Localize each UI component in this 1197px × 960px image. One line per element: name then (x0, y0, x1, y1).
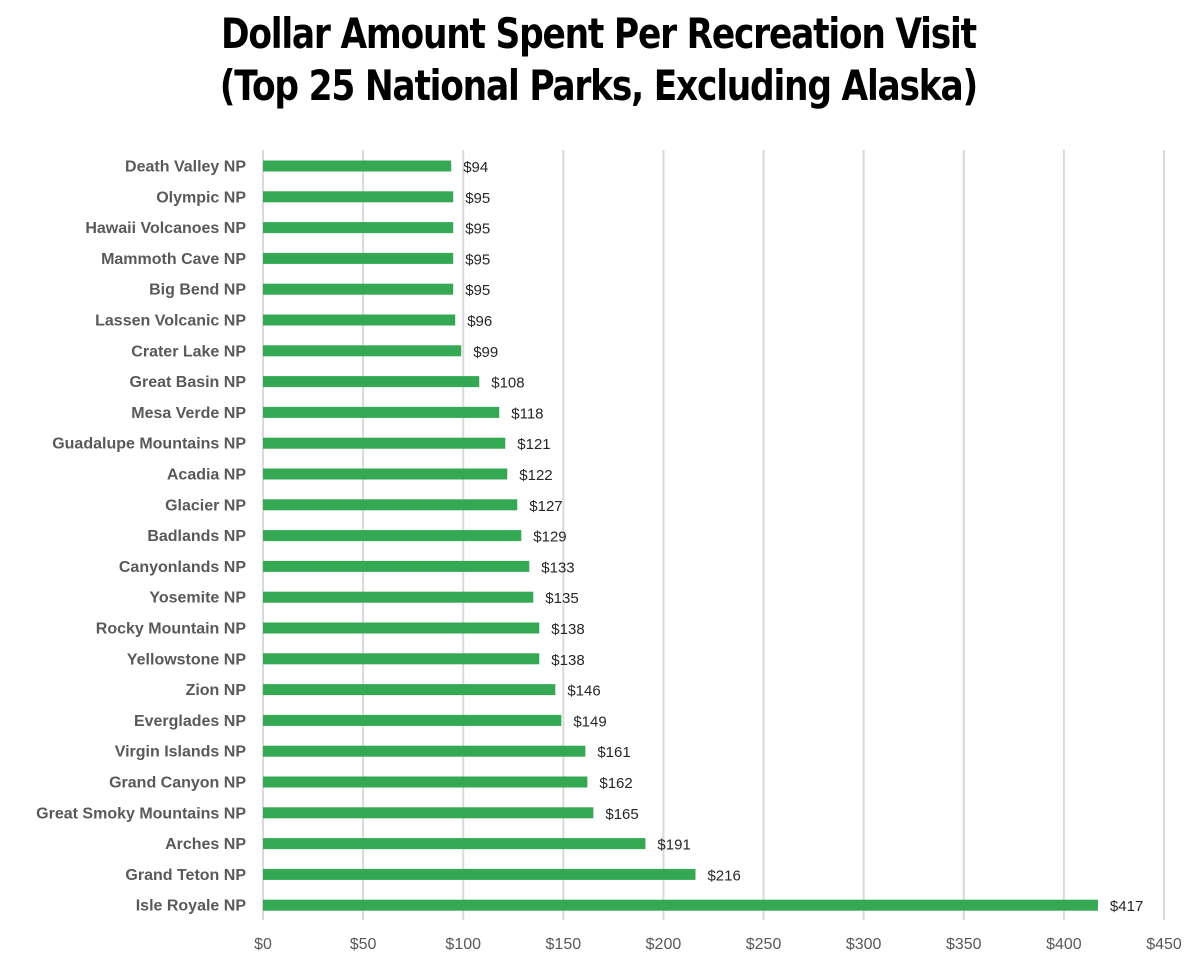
category-label: Arches NP (165, 836, 246, 853)
data-label: $191 (657, 837, 690, 854)
bar (263, 622, 540, 634)
data-label: $118 (511, 405, 543, 422)
bar (263, 468, 508, 480)
x-tick-label: $0 (254, 936, 272, 953)
bar (263, 684, 556, 696)
category-label: Yosemite NP (149, 590, 246, 607)
data-label: $95 (465, 190, 490, 207)
category-label: Yellowstone NP (127, 651, 246, 668)
chart-subtitle: (Top 25 National Parks, Excluding Alaska… (219, 61, 978, 110)
category-label: Crater Lake NP (131, 343, 246, 360)
category-label: Virgin Islands NP (115, 744, 247, 761)
category-label: Lassen Volcanic NP (95, 313, 246, 330)
data-label: $95 (465, 282, 490, 299)
category-label: Mesa Verde NP (131, 405, 246, 422)
category-label: Big Bend NP (149, 282, 246, 299)
category-label: Glacier NP (165, 497, 246, 514)
data-label: $96 (467, 313, 492, 330)
data-label: $129 (533, 529, 566, 546)
bar (263, 899, 1098, 911)
category-label: Hawaii Volcanoes NP (85, 220, 246, 237)
bars (263, 160, 1098, 911)
data-label: $95 (465, 251, 490, 268)
bar (263, 714, 562, 726)
bar (263, 406, 500, 418)
bar (263, 314, 456, 326)
data-label: $135 (545, 590, 578, 607)
bar (263, 160, 452, 172)
category-label: Great Basin NP (130, 374, 247, 391)
data-label: $138 (551, 621, 584, 638)
x-tick-label: $450 (1146, 936, 1182, 953)
bar (263, 530, 522, 542)
x-tick-label: $400 (1046, 936, 1082, 953)
data-labels: $94 $95 $95 $95 $95 $96 $99 $108 $118 $121 $122 $12… (463, 159, 1143, 915)
data-label: $149 (573, 713, 606, 730)
bar (263, 838, 646, 850)
bar (263, 776, 588, 788)
data-label: $108 (491, 375, 524, 392)
category-labels: Death Valley NP Olympic NP Hawaii Volcanoe… (36, 159, 246, 915)
category-label: Everglades NP (134, 713, 246, 730)
data-label: $121 (517, 436, 550, 453)
bar (263, 868, 696, 880)
category-label: Isle Royale NP (136, 898, 247, 915)
data-label: $146 (567, 683, 600, 700)
data-label: $216 (707, 867, 740, 884)
data-label: $122 (519, 467, 552, 484)
data-label: $161 (597, 744, 630, 761)
data-label: $165 (605, 806, 638, 823)
bar (263, 560, 530, 572)
data-label: $133 (541, 559, 574, 576)
x-axis-ticks: $0 $50 $100 $150 $200 $250 $300 $350 $400 $450 (254, 936, 1182, 953)
x-tick-label: $50 (350, 936, 377, 953)
category-label: Rocky Mountain NP (96, 621, 247, 638)
bar (263, 252, 454, 264)
bar (263, 222, 454, 234)
x-tick-label: $150 (546, 936, 582, 953)
category-label: Zion NP (186, 682, 247, 699)
bar (263, 437, 506, 449)
x-tick-label: $350 (946, 936, 982, 953)
bar (263, 283, 454, 295)
bar (263, 345, 462, 357)
category-label: Badlands NP (147, 528, 246, 545)
x-tick-label: $300 (846, 936, 882, 953)
category-label: Olympic NP (156, 189, 246, 206)
category-label: Canyonlands NP (119, 559, 246, 576)
data-label: $99 (473, 344, 498, 361)
bar (263, 191, 454, 203)
data-label: $162 (599, 775, 632, 792)
category-label: Acadia NP (167, 467, 246, 484)
category-label: Grand Teton NP (125, 867, 246, 884)
bar (263, 499, 518, 511)
x-tick-label: $250 (746, 936, 782, 953)
chart-title: Dollar Amount Spent Per Recreation Visit (220, 9, 977, 58)
x-tick-label: $100 (445, 936, 481, 953)
data-label: $138 (551, 652, 584, 669)
data-label: $95 (465, 221, 490, 238)
data-label: $127 (529, 498, 562, 515)
bar (263, 653, 540, 665)
category-label: Mammoth Cave NP (101, 251, 246, 268)
category-label: Great Smoky Mountains NP (36, 805, 246, 822)
category-label: Guadalupe Mountains NP (52, 436, 246, 453)
x-tick-label: $200 (646, 936, 682, 953)
bar (263, 591, 534, 603)
bar (263, 807, 594, 819)
bar (263, 745, 586, 757)
category-label: Grand Canyon NP (109, 775, 246, 792)
data-label: $94 (463, 159, 488, 176)
chart-title-block: Dollar Amount Spent Per Recreation Visit… (108, 8, 1090, 112)
data-label: $417 (1110, 898, 1143, 915)
bar (263, 376, 480, 388)
category-label: Death Valley NP (125, 159, 246, 176)
